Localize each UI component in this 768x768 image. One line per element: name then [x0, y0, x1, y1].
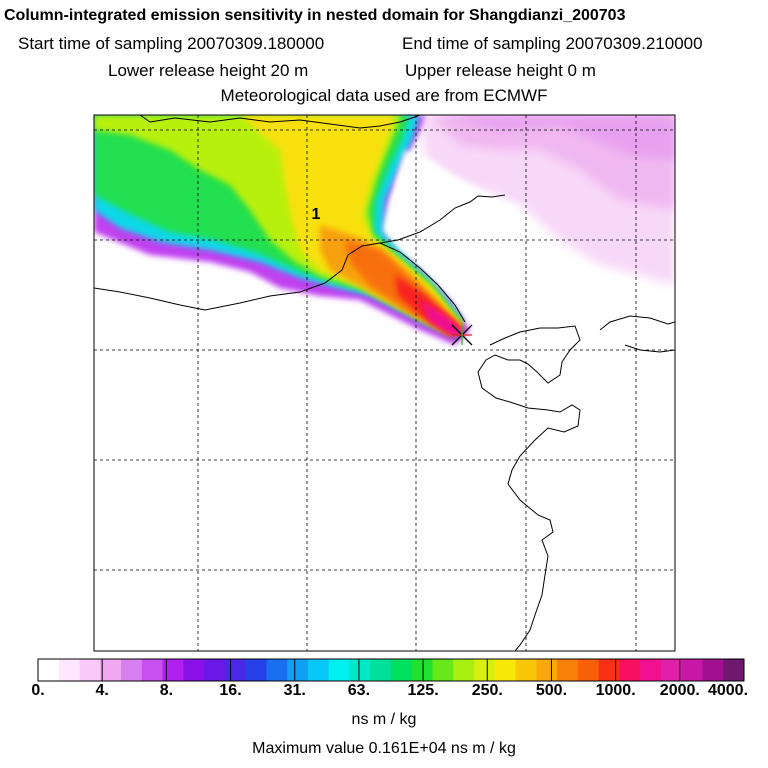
colorbar-cell	[391, 659, 413, 681]
colorbar-cell	[536, 659, 558, 681]
colorbar-cell	[141, 659, 164, 681]
sampling-start: Start time of sampling 20070309.180000	[18, 34, 325, 53]
colorbar-cell	[162, 659, 184, 681]
colorbar-tick-label: 1000.	[595, 682, 636, 699]
coastlines	[94, 115, 675, 651]
colorbar-tick-label: 16.	[219, 682, 242, 699]
colorbar-cell	[515, 659, 537, 681]
colorbar-cell	[38, 659, 60, 681]
colorbar-tick-label: 63.	[347, 682, 371, 699]
max-value: Maximum value 0.161E+04 ns m / kg	[252, 740, 516, 757]
colorbar-tick-label: 250.	[471, 682, 503, 699]
colorbar-cell	[640, 659, 662, 681]
colorbar-cell	[598, 659, 620, 681]
colorbar-cell	[557, 659, 579, 681]
colorbar-cell	[453, 659, 475, 681]
colorbar-tick-label: 2000.	[659, 682, 700, 699]
colorbar-cell	[681, 659, 703, 681]
colorbar-cell	[328, 659, 350, 681]
colorbar-cell	[204, 659, 226, 681]
colorbar-cell	[660, 659, 683, 681]
upper-release-height: Upper release height 0 m	[405, 61, 596, 80]
colorbar-cell	[287, 659, 309, 681]
colorbar-cell	[58, 659, 81, 681]
lat-lon-grid	[94, 115, 675, 651]
colorbar-tick-label: 125.	[407, 682, 439, 699]
lower-release-height: Lower release height 20 m	[108, 61, 309, 80]
colorbar-cell	[494, 659, 517, 681]
colorbar-ticks	[37, 659, 745, 681]
plume-field	[94, 115, 675, 345]
colorbar-tick-label: 0.	[31, 682, 45, 699]
colorbar-unit: ns m / kg	[351, 711, 417, 728]
colorbar-tick-label: 31.	[283, 682, 306, 699]
colorbar-tick-label: 8.	[159, 682, 174, 699]
colorbar-cell	[266, 659, 288, 681]
colorbar-cell	[224, 659, 247, 681]
colorbar-cell	[723, 659, 745, 681]
colorbar-cell	[370, 659, 392, 681]
met-data-source: Meteorological data used are from ECMWF	[220, 86, 548, 105]
colorbar-cell	[702, 659, 724, 681]
sampling-end: End time of sampling 20070309.210000	[402, 34, 703, 53]
colorbar-cell	[121, 659, 143, 681]
colorbar-cell	[349, 659, 371, 681]
plume-label: 1	[312, 206, 321, 223]
colorbar-cell	[307, 659, 330, 681]
colorbar-cell	[411, 659, 434, 681]
colorbar-cell	[79, 659, 101, 681]
colorbar-cell	[619, 659, 641, 681]
colorbar-cell	[577, 659, 600, 681]
colorbar-tick-label: 4000.	[707, 682, 749, 699]
map-title: Column-integrated emission sensitivity i…	[4, 7, 626, 24]
colorbar-cell	[474, 659, 496, 681]
colorbar-cell	[245, 659, 267, 681]
colorbar-cell	[432, 659, 454, 681]
colorbar-cell	[183, 659, 205, 681]
map-frame	[93, 114, 676, 652]
colorbar-tick-label: 500.	[535, 682, 568, 699]
receptor-marker-icon	[451, 324, 473, 346]
colorbar-tick-label: 4.	[95, 682, 109, 699]
colorbar-cell	[100, 659, 122, 681]
colorbar-cells	[38, 659, 745, 681]
